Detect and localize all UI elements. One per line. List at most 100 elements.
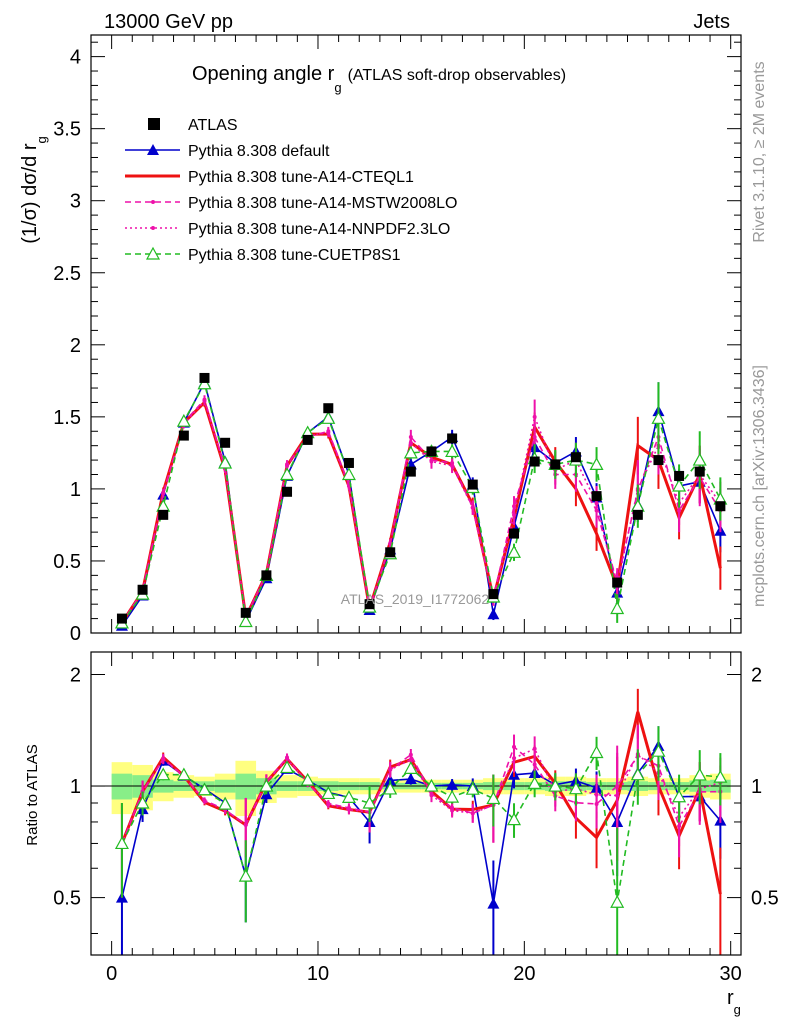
legend-marker (148, 118, 160, 130)
legend-label: Pythia 8.308 tune-CUETP8S1 (188, 247, 401, 264)
series-ratio-point-marker (589, 745, 604, 759)
series-layer (114, 372, 728, 955)
series-ratio-point-marker (610, 895, 625, 908)
series-ratio-point-marker (346, 807, 351, 812)
data-point (343, 457, 354, 468)
legend-entry: Pythia 8.308 default (125, 143, 330, 160)
series-point-marker (388, 541, 393, 546)
series-4 (119, 396, 723, 898)
series-point-marker (532, 414, 537, 419)
series-ratio-point-marker (429, 793, 434, 798)
series-ratio-point-marker (532, 762, 537, 767)
ratio-y-tick-label: 1 (70, 776, 81, 798)
series-point-marker (445, 444, 460, 458)
legend-marker (145, 246, 161, 260)
series-point-marker (610, 601, 625, 615)
legend-entry: Pythia 8.308 tune-A14-NNPDF2.3LO (125, 221, 450, 238)
series-ratio-point-marker (202, 799, 207, 804)
series-point-marker (450, 463, 455, 468)
series-point-marker (651, 411, 666, 424)
data-point (261, 570, 272, 581)
series-line (121, 399, 722, 624)
series-ratio-line (121, 747, 721, 844)
series-ratio-point-marker (403, 761, 418, 774)
series-ratio-point-marker (197, 782, 212, 796)
series-point-marker (429, 459, 434, 464)
legend-marker (147, 144, 159, 155)
y-axis-title-sub: g (34, 136, 49, 143)
series-ratio-point-marker (388, 767, 393, 772)
header-left-label: 13000 GeV pp (104, 11, 233, 33)
series-point-marker (532, 435, 537, 440)
ratio-y-tick-label-right: 0.5 (751, 888, 779, 910)
series-ratio-line (121, 744, 721, 904)
series-ratio-point-marker (326, 802, 331, 807)
series-ratio-point-marker (243, 822, 248, 827)
series-point-marker (341, 467, 356, 481)
series-point-marker (218, 455, 233, 469)
data-point (178, 430, 189, 441)
ratio-axis-title: Ratio to ATLAS (24, 744, 41, 845)
series-ratio-point-marker (487, 897, 500, 909)
legend: ATLAS Pythia 8.308 default Pythia 8.308 tu… (125, 117, 457, 264)
data-point (385, 547, 396, 558)
series-ratio-point-marker (527, 776, 542, 789)
series-point-marker (326, 430, 331, 435)
series-point-marker (692, 452, 707, 466)
x-axis-title: rg (727, 987, 741, 1017)
legend-marker (151, 226, 155, 230)
series-point-marker (630, 498, 645, 512)
series-ratio-point-marker (594, 792, 599, 797)
legend-label: Pythia 8.308 default (188, 143, 330, 160)
ratio-y-tick-label: 2 (70, 664, 81, 686)
legend-entry: Pythia 8.308 tune-A14-MSTW2008LO (125, 195, 457, 212)
y-tick-label: 4 (70, 47, 81, 69)
series-ratio-line (121, 749, 721, 903)
data-point (116, 613, 127, 624)
legend-entry: Pythia 8.308 tune-CUETP8S1 (125, 246, 401, 264)
data-point (447, 433, 458, 444)
series-3 (119, 395, 723, 898)
data-point (158, 509, 169, 520)
y-tick-label: 0.5 (53, 551, 81, 573)
series-line (121, 381, 722, 625)
series-ratio-point-marker (259, 778, 274, 792)
analysis-watermark: ATLAS_2019_I1772062 (341, 591, 490, 607)
series-point-marker (408, 440, 413, 445)
x-axis-title-main: r (727, 987, 734, 1009)
legend-label: Pythia 8.308 tune-A14-CTEQL1 (188, 169, 414, 186)
series-ratio-point-marker (280, 760, 295, 774)
legend-label: Pythia 8.308 tune-A14-NNPDF2.3LO (188, 221, 450, 238)
series-data (116, 372, 726, 624)
data-point (364, 599, 375, 610)
series-2 (120, 398, 722, 955)
series-ratio-point-marker (548, 778, 563, 792)
series-point-marker (594, 501, 599, 506)
series-point-marker (238, 614, 253, 628)
series-point-marker (507, 545, 522, 558)
band-inner-bin (111, 773, 133, 800)
y-tick-label: 3.5 (53, 119, 81, 141)
chart-title-sub: g (334, 80, 341, 95)
chart-title-suffix: (ATLAS soft-drop observables) (348, 67, 566, 84)
data-point (405, 466, 416, 477)
series-ratio-point-marker (512, 756, 517, 761)
svg-text:(1/σ) dσ/d rg: (1/σ) dσ/d rg (19, 136, 49, 244)
series-ratio-point-marker (568, 781, 583, 795)
series-point-marker (672, 478, 687, 492)
series-ratio-point-marker (630, 767, 645, 781)
series-ratio-point-marker (470, 811, 475, 816)
series-point-marker (197, 376, 212, 390)
y-tick-label: 3 (70, 191, 81, 213)
ratio-y-tick-label-right: 1 (751, 776, 762, 798)
series-ratio-point-marker (486, 791, 501, 805)
series-ratio-point-marker (362, 795, 377, 809)
data-point (137, 584, 148, 595)
series-ratio-point-marker (445, 789, 460, 803)
svg-text:rg: rg (727, 987, 741, 1017)
band-inner-bin (235, 773, 257, 800)
data-point (282, 486, 293, 497)
y-axis-title-main: (1/σ) dσ/d r (19, 143, 41, 244)
series-ratio-point-marker (424, 778, 439, 792)
